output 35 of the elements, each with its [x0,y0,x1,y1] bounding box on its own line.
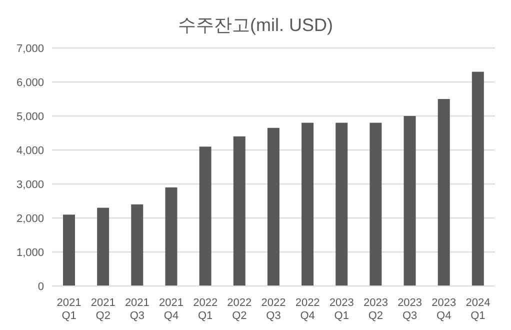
x-tick-label: 2022 Q3 [261,297,286,322]
x-tick-label: 2024 Q1 [466,297,490,322]
x-tick-label: 2023 Q2 [363,297,388,322]
x-tick-label: 2021 Q1 [56,297,82,322]
bar [63,214,75,286]
y-tick-label: 4,000 [16,144,44,157]
bar [233,136,246,286]
x-tick-label: 2021 Q2 [90,297,116,322]
bar [267,128,280,286]
x-tick-label: 2021 Q4 [159,297,184,322]
chart-title: 수주잔고(mil. USD) [177,14,334,37]
x-tick-label: 2023 Q3 [398,297,422,322]
bar [370,122,382,286]
bar [472,72,484,286]
bar [131,204,144,286]
bar [336,122,348,286]
x-tick-label: 2022 Q1 [193,297,218,322]
bar [438,99,450,286]
y-tick-label: 3,000 [16,178,44,191]
x-tick-label: 2022 Q4 [295,297,320,322]
bar [199,146,212,286]
bar [302,122,314,286]
y-tick-label: 7,000 [16,42,44,55]
y-tick-label: 0 [38,280,44,293]
y-tick-label: 6,000 [16,76,44,89]
x-tick-label: 2021 Q3 [124,297,150,322]
bar [97,208,110,286]
y-tick-label: 5,000 [16,110,44,123]
x-tick-label: 2023 Q4 [432,297,456,322]
x-tick-label: 2023 Q1 [329,297,354,322]
bar [404,116,416,286]
y-tick-label: 2,000 [16,212,44,225]
bar [165,187,178,286]
x-tick-label: 2022 Q2 [227,297,252,322]
y-tick-label: 1,000 [16,246,44,259]
